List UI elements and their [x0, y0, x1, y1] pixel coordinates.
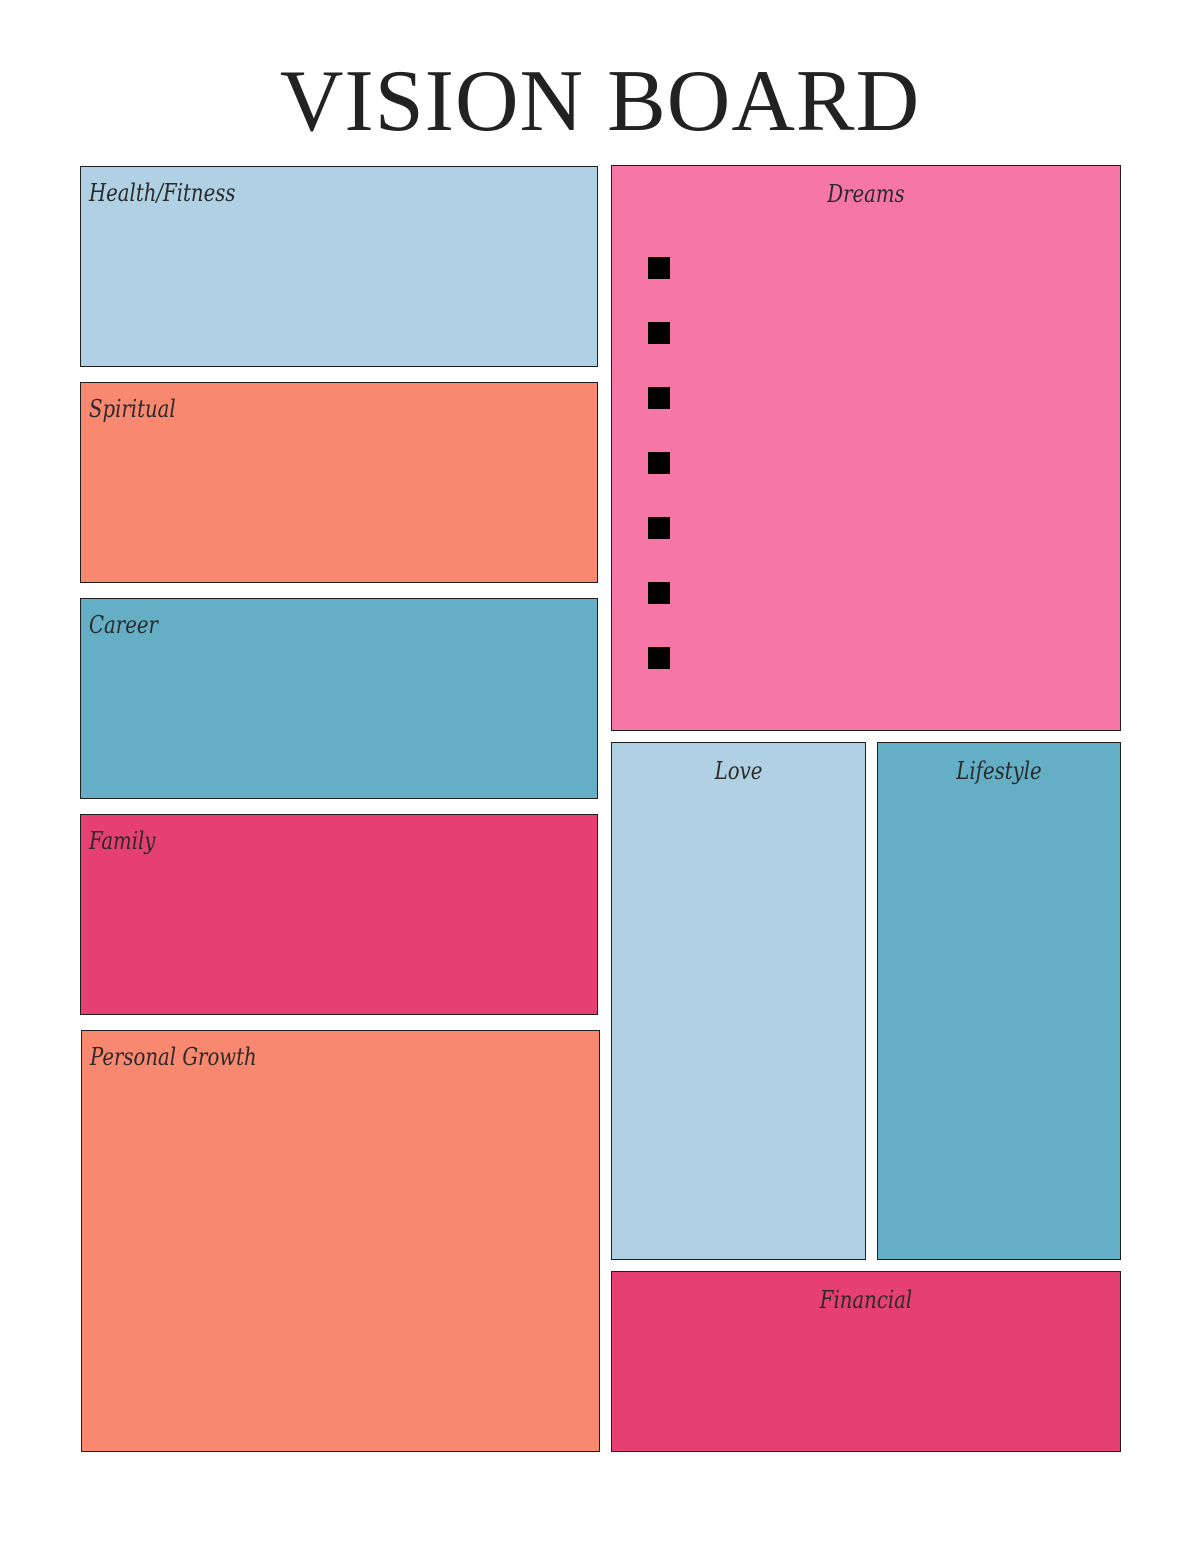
checkbox-bullet[interactable]	[648, 517, 670, 539]
lifestyle-label: Lifestyle	[956, 757, 1042, 785]
checkbox-bullet[interactable]	[648, 387, 670, 409]
health-fitness-box[interactable]: Health/Fitness	[80, 166, 598, 367]
dreams-label: Dreams	[827, 180, 905, 208]
career-box[interactable]: Career	[80, 598, 598, 799]
checkbox-bullet[interactable]	[648, 322, 670, 344]
page-title: VISION BOARD	[279, 53, 921, 150]
family-label: Family	[89, 827, 156, 855]
spiritual-label: Spiritual	[89, 395, 176, 423]
financial-label: Financial	[819, 1286, 913, 1314]
checkbox-bullet[interactable]	[648, 257, 670, 279]
career-label: Career	[89, 611, 158, 639]
lifestyle-box[interactable]: Lifestyle	[877, 742, 1121, 1260]
dreams-box[interactable]: Dreams	[611, 165, 1121, 731]
love-label: Love	[714, 757, 763, 785]
love-box[interactable]: Love	[611, 742, 866, 1260]
financial-box[interactable]: Financial	[611, 1271, 1121, 1452]
checkbox-bullet[interactable]	[648, 582, 670, 604]
health-fitness-label: Health/Fitness	[89, 179, 236, 207]
family-box[interactable]: Family	[80, 814, 598, 1015]
dreams-checklist	[648, 257, 670, 712]
personal-growth-label: Personal Growth	[90, 1043, 257, 1071]
spiritual-box[interactable]: Spiritual	[80, 382, 598, 583]
checkbox-bullet[interactable]	[648, 647, 670, 669]
checkbox-bullet[interactable]	[648, 452, 670, 474]
personal-growth-box[interactable]: Personal Growth	[81, 1030, 600, 1452]
